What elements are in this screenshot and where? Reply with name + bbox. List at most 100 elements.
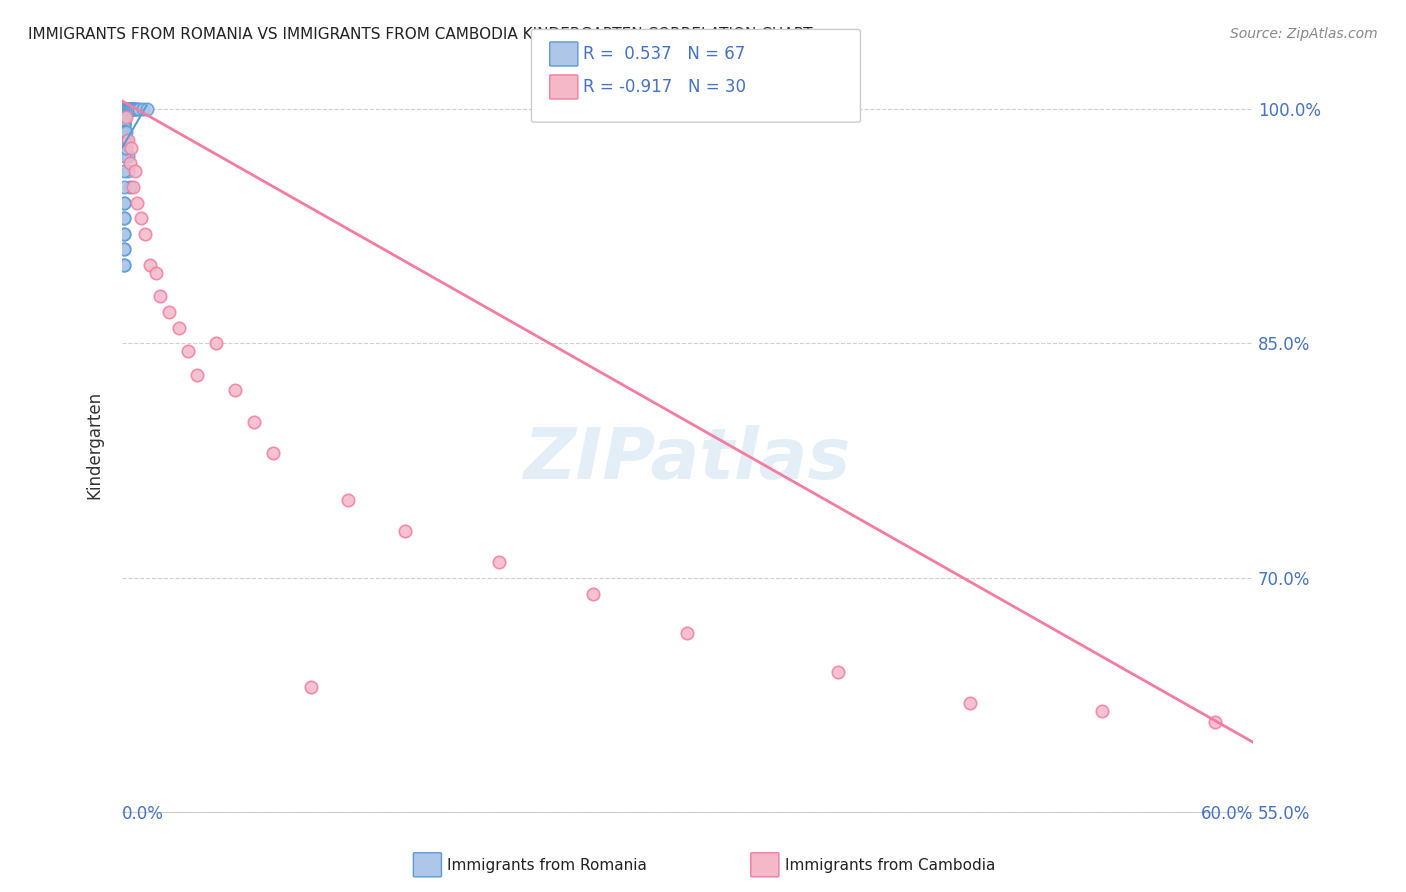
Point [582,586,605,600]
Point [112,243,135,257]
Point [132,102,155,116]
Point [149,289,172,303]
Point [112,120,135,135]
Point [114,102,136,116]
Point [299,681,322,695]
Point [114,102,136,116]
Point [112,112,135,127]
Point [186,368,208,382]
Point [167,320,190,334]
Point [337,492,360,507]
Point [118,102,141,116]
Text: 60.0%: 60.0% [1201,805,1253,822]
Point [114,125,136,139]
Text: R = -0.917   N = 30: R = -0.917 N = 30 [583,78,747,95]
Point [1204,714,1226,729]
Point [243,415,266,429]
Point [114,102,136,116]
Point [114,141,136,155]
Point [959,696,981,710]
Point [112,129,135,144]
Point [488,555,510,569]
Point [112,211,135,226]
Point [112,127,135,141]
Point [121,141,143,155]
Point [177,344,200,359]
Point [112,133,135,147]
Point [121,102,143,116]
Point [122,102,145,116]
Point [117,102,139,116]
Point [114,102,136,116]
Point [117,102,139,116]
Point [114,110,136,124]
Point [224,383,246,397]
Point [118,156,141,170]
Text: R =  0.537   N = 67: R = 0.537 N = 67 [583,45,745,62]
Point [112,258,135,272]
Point [117,133,139,147]
Point [112,117,135,131]
Point [112,227,135,241]
Point [124,164,146,178]
Point [128,102,150,116]
Point [112,136,135,150]
Text: Immigrants from Romania: Immigrants from Romania [447,858,647,872]
Point [676,625,699,640]
Point [122,102,145,116]
Point [112,102,135,116]
Point [117,164,139,178]
Point [117,148,139,162]
Point [121,102,143,116]
Point [157,305,180,319]
Point [112,114,135,128]
Point [112,123,135,137]
Point [112,102,135,116]
Point [827,665,849,679]
Point [112,258,135,272]
Point [139,258,162,272]
Y-axis label: Kindergarten: Kindergarten [86,391,103,499]
Point [112,102,135,116]
Point [134,227,156,241]
Point [112,243,135,257]
Point [124,102,146,116]
Point [114,148,136,162]
Point [112,102,135,116]
Point [135,102,157,116]
Point [112,117,135,131]
Point [112,164,135,178]
Point [112,125,135,139]
Point [117,102,139,116]
Text: Source: ZipAtlas.com: Source: ZipAtlas.com [1230,27,1378,41]
Point [114,102,136,116]
Text: 0.0%: 0.0% [122,805,165,822]
Point [129,211,152,226]
Point [124,102,146,116]
Point [117,102,139,116]
Point [117,102,139,116]
Point [112,102,135,116]
Point [118,180,141,194]
Point [112,117,135,131]
Text: ZIPatlas: ZIPatlas [524,425,851,494]
Point [112,133,135,147]
Point [112,195,135,210]
Point [394,524,416,538]
Point [112,211,135,226]
Point [114,102,136,116]
Point [112,102,135,116]
Point [114,102,136,116]
Point [118,102,141,116]
Point [262,446,284,460]
Point [112,195,135,210]
Text: IMMIGRANTS FROM ROMANIA VS IMMIGRANTS FROM CAMBODIA KINDERGARTEN CORRELATION CHA: IMMIGRANTS FROM ROMANIA VS IMMIGRANTS FR… [28,27,813,42]
Point [112,227,135,241]
Point [118,102,141,116]
Point [112,141,135,155]
Point [114,133,136,147]
Point [112,180,135,194]
Point [122,180,145,194]
Point [205,336,228,351]
Point [112,148,135,162]
